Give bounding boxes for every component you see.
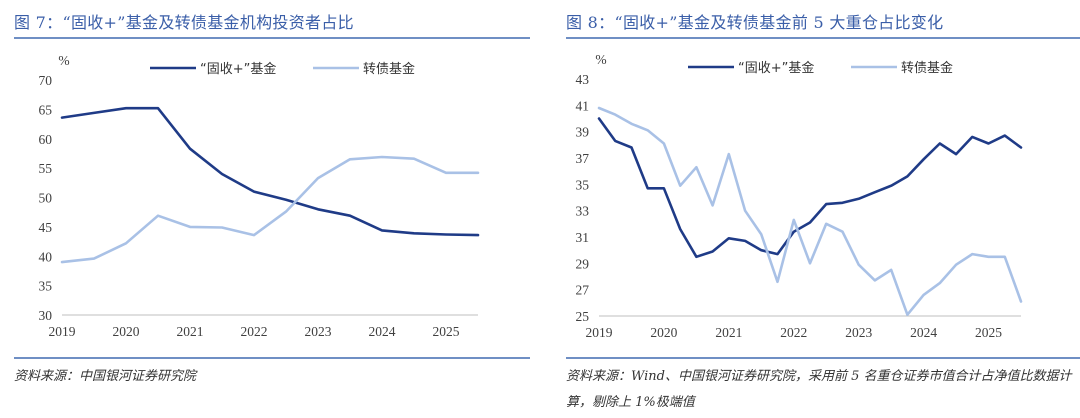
y-tick-label: 30 [39, 308, 53, 323]
source-note: 资料来源：中国银河证券研究院 [14, 369, 197, 384]
x-tick-label: 2022 [780, 325, 807, 340]
y-tick-label: 70 [39, 73, 53, 88]
y-axis-unit: % [58, 53, 69, 68]
y-tick-label: 55 [39, 161, 53, 176]
source-divider [14, 357, 530, 359]
y-tick-label: 25 [576, 309, 590, 324]
y-tick-label: 65 [39, 102, 53, 117]
title-divider [566, 37, 1080, 39]
legend: “固收+”基金 转债基金 [150, 61, 415, 77]
x-tick-label: 2023 [305, 324, 332, 339]
y-tick-label: 31 [576, 230, 590, 245]
legend-label: “固收+”基金 [200, 61, 276, 77]
source-note: 资料来源：Wind、中国银河证券研究院，采用前 5 名重仓证券市值合计占净值比数… [566, 369, 1072, 410]
x-tick-label: 2020 [650, 325, 677, 340]
series-convertible-bond [597, 106, 1023, 317]
figure-title: 图 8：“固收+”基金及转债基金前 5 大重仓占比变化 [566, 13, 944, 32]
legend-label: 转债基金 [901, 60, 953, 76]
figure-title: 图 7：“固收+”基金及转债基金机构投资者占比 [14, 13, 354, 32]
x-tick-label: 2021 [715, 325, 742, 340]
chart-institutional-share: % 30 35 40 45 50 55 60 65 70 2019 2020 2021 2022 2023 2… [39, 53, 480, 339]
y-tick-label: 35 [576, 177, 590, 192]
x-tick-label: 2025 [975, 325, 1002, 340]
series-fixed-income-plus [597, 117, 1023, 259]
series-line [60, 106, 480, 237]
legend-label: 转债基金 [363, 61, 415, 77]
y-tick-label: 40 [39, 249, 53, 264]
y-tick-label: 37 [576, 151, 590, 166]
y-tick-label: 39 [576, 125, 590, 140]
series-line [597, 106, 1023, 317]
y-tick-label: 43 [576, 72, 590, 87]
x-tick-label: 2023 [845, 325, 872, 340]
y-axis-unit: % [595, 52, 606, 67]
x-tick-label: 2019 [49, 324, 76, 339]
y-tick-label: 41 [576, 98, 590, 113]
series-fixed-income-plus [60, 106, 480, 237]
series-line [60, 155, 480, 264]
legend-label: “固收+”基金 [738, 60, 814, 76]
y-tick-label: 60 [39, 132, 53, 147]
x-tick-label: 2024 [369, 324, 396, 339]
series-line [597, 117, 1023, 259]
y-tick-label: 50 [39, 191, 53, 206]
x-tick-label: 2021 [177, 324, 204, 339]
y-tick-label: 45 [39, 220, 53, 235]
source-divider [566, 357, 1080, 359]
y-tick-label: 27 [576, 283, 590, 298]
series-convertible-bond [60, 155, 480, 264]
x-tick-label: 2025 [433, 324, 460, 339]
y-tick-label: 29 [576, 256, 590, 271]
chart-top5-holdings-share: % 25 27 29 31 33 35 37 39 41 43 2019 2020 2021 2022 202… [576, 52, 1023, 340]
x-tick-label: 2024 [910, 325, 937, 340]
legend: “固收+”基金 转债基金 [688, 60, 953, 76]
x-tick-label: 2019 [586, 325, 613, 340]
title-divider [14, 37, 530, 39]
x-tick-label: 2020 [113, 324, 140, 339]
y-tick-label: 35 [39, 279, 53, 294]
x-tick-label: 2022 [241, 324, 268, 339]
y-tick-label: 33 [576, 204, 590, 219]
